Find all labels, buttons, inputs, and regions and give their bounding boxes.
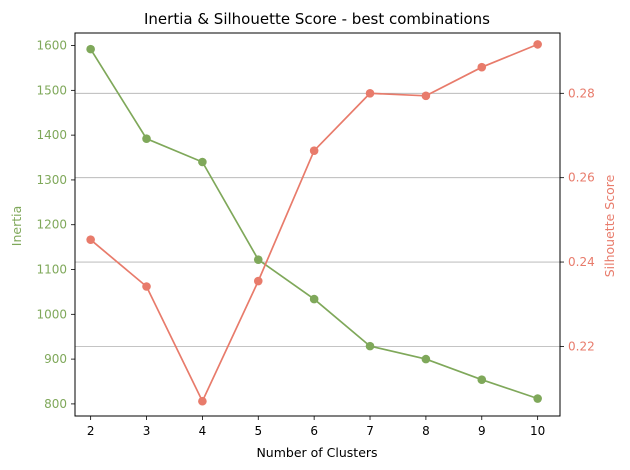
y-left-tick-label: 1200 [36, 218, 67, 232]
silhouette-point [477, 62, 487, 72]
y-axis-right: 0.22 0.24 0.26 0.28 [560, 86, 595, 353]
silhouette-point [533, 40, 542, 49]
silhouette-point [198, 396, 207, 406]
y-axis-left: 800 900 1000 1100 1200 1300 1400 1500 1600 [36, 39, 75, 411]
silhouette-point [142, 282, 151, 291]
inertia-point [365, 341, 375, 351]
inertia-point [198, 157, 207, 167]
x-tick-label: 9 [478, 424, 486, 438]
y-right-tick-label: 0.26 [568, 171, 595, 185]
x-tick-label: 10 [530, 424, 545, 438]
silhouette-point [309, 146, 319, 155]
x-tick-label: 5 [254, 424, 262, 438]
y-left-tick-label: 1600 [36, 39, 67, 53]
y-right-tick-label: 0.24 [568, 255, 595, 269]
x-tick-label: 6 [310, 424, 318, 438]
plot-frame [74, 32, 561, 417]
x-axis: 2 3 4 5 6 7 8 9 10 [87, 416, 545, 438]
inertia-point [309, 294, 319, 304]
y-left-tick-label: 800 [44, 397, 67, 411]
silhouette-point [253, 276, 263, 286]
y-left-tick-label: 1500 [36, 83, 67, 97]
y-axis-left-label: Inertia [9, 206, 24, 246]
x-tick-label: 4 [199, 424, 207, 438]
y-right-tick-label: 0.28 [568, 86, 595, 100]
silhouette-point [365, 89, 375, 98]
y-left-tick-label: 1300 [36, 173, 67, 187]
y-axis-right-label: Silhouette Score [602, 174, 617, 277]
inertia-point [253, 255, 263, 264]
x-axis-label: Number of Clusters [256, 445, 377, 460]
y-right-tick-label: 0.22 [568, 339, 595, 353]
y-left-tick-label: 900 [44, 352, 67, 366]
x-tick-label: 2 [87, 424, 95, 438]
silhouette-line [90, 43, 538, 404]
x-tick-label: 8 [422, 424, 430, 438]
y-left-tick-label: 1400 [36, 128, 67, 142]
series-layer [86, 40, 542, 406]
inertia-point [142, 134, 151, 144]
inertia-point [86, 44, 95, 54]
y-left-tick-label: 1100 [36, 263, 67, 277]
silhouette-point [421, 91, 431, 101]
x-tick-label: 7 [366, 424, 374, 438]
y-left-tick-label: 1000 [36, 307, 67, 321]
inertia-point [533, 394, 542, 403]
inertia-point [477, 375, 487, 385]
chart-title: Inertia & Silhouette Score - best combin… [144, 10, 490, 28]
inertia-point [421, 354, 431, 364]
grid-layer [75, 92, 560, 347]
silhouette-point [86, 235, 95, 244]
x-tick-label: 3 [143, 424, 151, 438]
